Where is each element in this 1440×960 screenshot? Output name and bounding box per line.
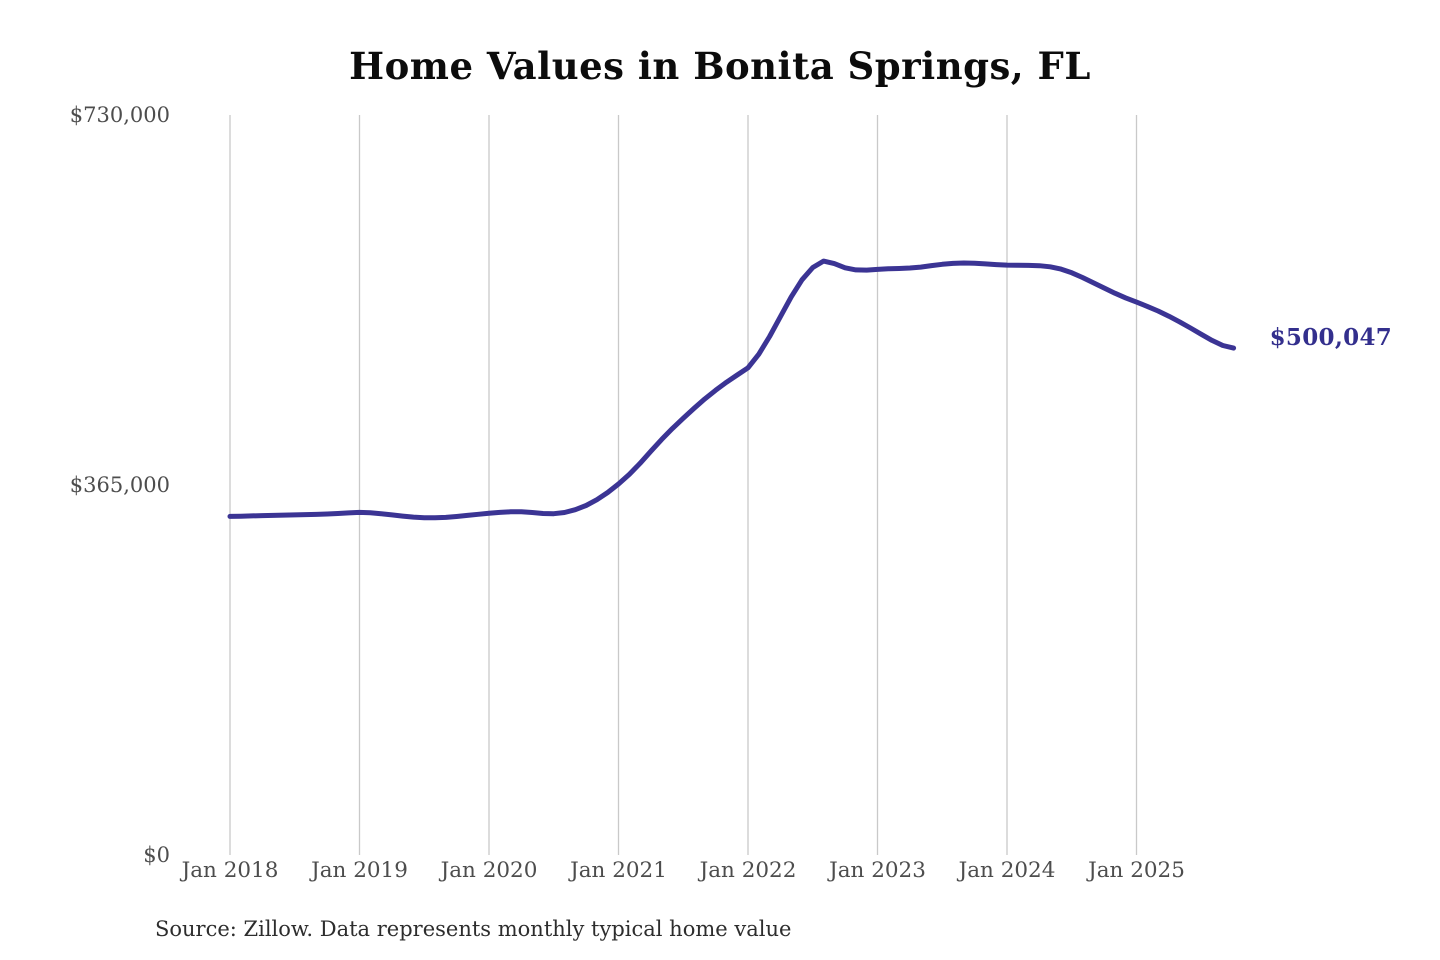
vertical-gridlines [229, 115, 1138, 855]
final-value-label: $500,047 [1269, 324, 1393, 352]
x-tick-label: Jan 2020 [440, 858, 538, 883]
source-note: Source: Zillow. Data represents monthly … [155, 917, 792, 941]
y-tick-label: $365,000 [69, 473, 170, 497]
x-tick-label: Jan 2024 [958, 858, 1056, 883]
x-tick-label: Jan 2019 [311, 858, 408, 883]
y-tick-label: $730,000 [69, 103, 170, 127]
x-tick-label: Jan 2018 [181, 858, 279, 883]
x-tick-label: Jan 2022 [699, 858, 797, 883]
chart-title: Home Values in Bonita Springs, FL [349, 44, 1091, 88]
home-value-line [227, 258, 1237, 521]
y-tick-label: $0 [143, 843, 170, 867]
x-tick-label: Jan 2025 [1088, 858, 1185, 883]
x-tick-label: Jan 2021 [570, 858, 667, 883]
x-tick-label: Jan 2023 [829, 858, 926, 883]
